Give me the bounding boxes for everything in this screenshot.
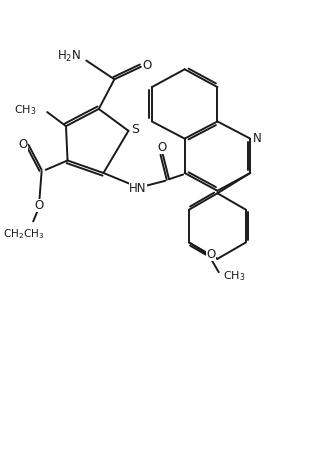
Text: O: O [142, 59, 151, 72]
Text: CH$_3$: CH$_3$ [14, 104, 36, 118]
Text: O: O [158, 141, 167, 154]
Text: H$_2$N: H$_2$N [57, 49, 81, 64]
Text: CH$_2$CH$_3$: CH$_2$CH$_3$ [3, 228, 45, 242]
Text: O: O [206, 248, 215, 261]
Text: O: O [35, 199, 44, 212]
Text: N: N [253, 132, 262, 145]
Text: CH$_3$: CH$_3$ [223, 269, 246, 283]
Text: S: S [131, 123, 139, 136]
Text: O: O [18, 138, 28, 151]
Text: HN: HN [129, 182, 147, 195]
